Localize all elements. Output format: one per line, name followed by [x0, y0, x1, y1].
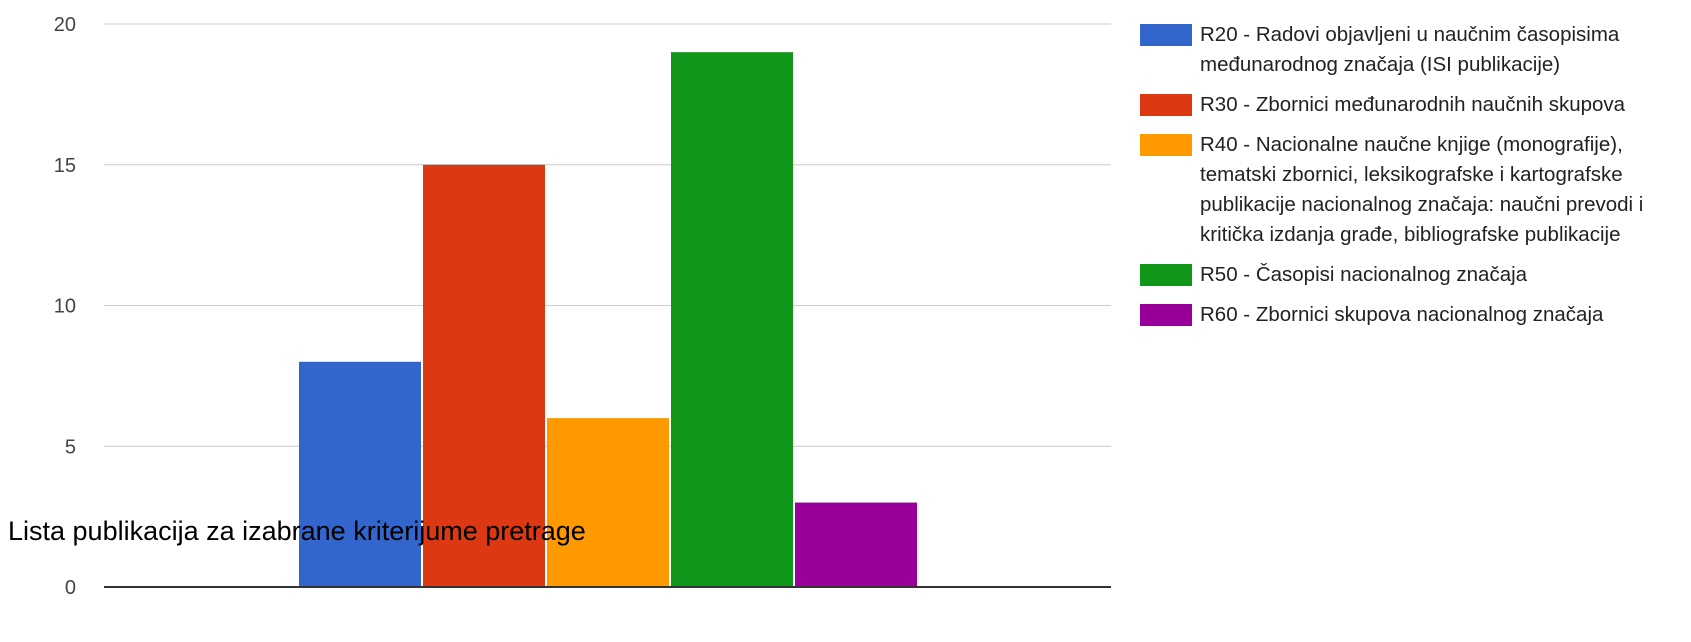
y-tick-label: 20 — [54, 14, 76, 36]
y-tick-label: 5 — [65, 436, 76, 458]
legend-item: R50 - Časopisi nacionalnog značaja — [1140, 260, 1690, 290]
bar — [423, 164, 545, 587]
legend-label: R60 - Zbornici skupova nacionalnog znača… — [1200, 303, 1604, 326]
legend-label: R40 - Nacionalne naučne knjige (monograf… — [1200, 133, 1644, 246]
y-tick-label: 0 — [65, 577, 76, 599]
legend-swatch — [1140, 24, 1192, 46]
legend-label: R50 - Časopisi nacionalnog značaja — [1200, 263, 1528, 286]
legend-item: R60 - Zbornici skupova nacionalnog znača… — [1140, 300, 1690, 330]
legend-swatch — [1140, 264, 1192, 286]
bars — [299, 52, 917, 587]
legend-label: R20 - Radovi objavljeni u naučnim časopi… — [1200, 23, 1620, 76]
legend-swatch — [1140, 134, 1192, 156]
y-axis-ticks: 0 5 10 15 20 — [54, 14, 76, 599]
bar — [671, 52, 793, 587]
legend-label: R30 - Zbornici međunarodnih naučnih skup… — [1200, 93, 1626, 116]
gridlines — [104, 23, 1111, 447]
legend-swatch — [1140, 304, 1192, 326]
legend-swatch — [1140, 94, 1192, 116]
legend-item: R20 - Radovi objavljeni u naučnim časopi… — [1140, 20, 1690, 80]
y-tick-label: 10 — [54, 296, 76, 318]
legend-item: R40 - Nacionalne naučne knjige (monograf… — [1140, 130, 1690, 250]
bar — [795, 502, 917, 587]
legend: R20 - Radovi objavljeni u naučnim časopi… — [1140, 20, 1690, 340]
bar — [299, 361, 421, 587]
bar — [547, 418, 669, 587]
page-heading: Lista publikacija za izabrane kriterijum… — [8, 516, 586, 546]
y-tick-label: 15 — [54, 155, 76, 177]
legend-item: R30 - Zbornici međunarodnih naučnih skup… — [1140, 90, 1690, 120]
